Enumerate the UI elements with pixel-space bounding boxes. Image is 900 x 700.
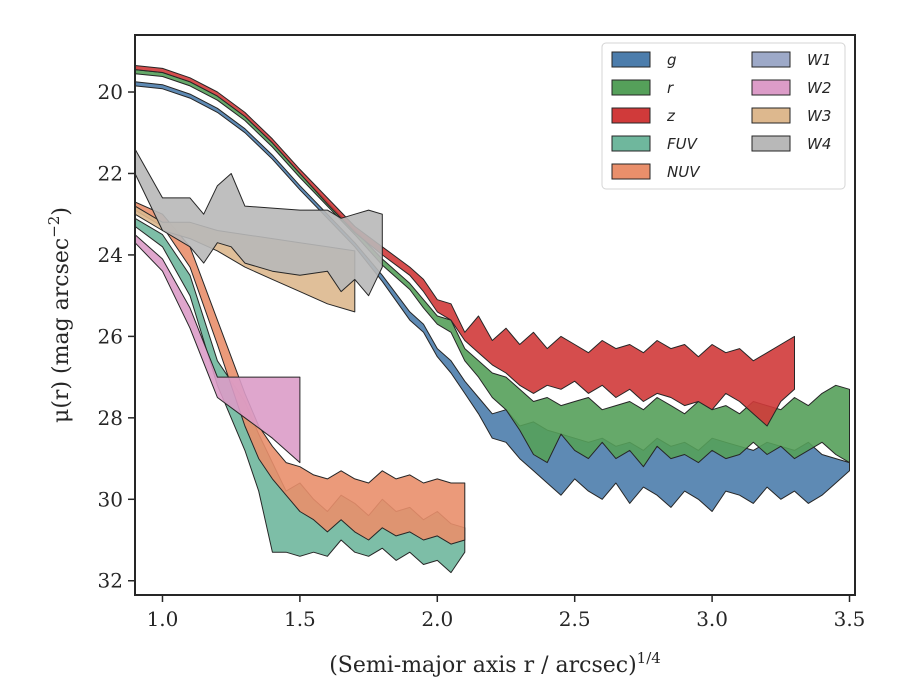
x-tick-label: 1.5 [284, 607, 316, 631]
legend-swatch-g [611, 51, 651, 68]
legend-label-nuv: NUV [667, 163, 701, 181]
legend-label-z: z [666, 107, 676, 125]
legend-label-r: r [667, 79, 674, 97]
x-tick-label: 1.0 [147, 607, 179, 631]
legend-label-fuv: FUV [667, 135, 699, 153]
y-tick-label: 28 [98, 406, 123, 430]
series-bands [134, 65, 850, 574]
legend-swatch-w2 [751, 79, 791, 96]
y-tick-label: 24 [98, 243, 123, 267]
plot-frame [134, 34, 856, 596]
legend-swatch-w1 [751, 51, 791, 68]
legend-swatch-w3 [751, 107, 791, 124]
x-tick-label: 3.5 [834, 607, 866, 631]
x-axis-label: (Semi-major axis r / arcsec)1/4 [329, 649, 661, 678]
band-w4 [134, 148, 383, 297]
y-tick-label: 30 [98, 487, 123, 511]
y-tick-label: 26 [98, 324, 123, 348]
y-tick-label: 20 [98, 80, 123, 104]
legend-label-w2: W2 [807, 79, 831, 97]
y-axis-ticks: 20 22 24 26 28 30 32 [98, 80, 135, 593]
x-tick-label: 2.0 [421, 607, 453, 631]
x-tick-label: 3.0 [696, 607, 728, 631]
x-axis-ticks: 1.0 1.5 2.0 2.5 3.0 3.5 [147, 595, 866, 631]
legend-swatch-fuv [611, 135, 651, 152]
band-nuv [134, 201, 466, 545]
legend-swatch-z [611, 107, 651, 124]
legend-label-w3: W3 [807, 107, 831, 125]
band-r [134, 69, 850, 468]
legend: grz FUV NUV W1 W2 W3 W4 [601, 42, 846, 190]
legend-label-w4: W4 [807, 135, 831, 153]
legend-swatch-w4 [751, 135, 791, 152]
legend-swatch-r [611, 79, 651, 96]
legend-label-w1: W1 [807, 51, 831, 69]
band-g [134, 81, 850, 512]
y-tick-label: 32 [98, 569, 123, 593]
band-z [134, 65, 795, 427]
band-w2 [134, 234, 301, 464]
y-axis-label: μ(r) (mag arcsec−2) [45, 207, 74, 423]
x-tick-label: 2.5 [559, 607, 591, 631]
legend-label-g: g [667, 51, 677, 69]
legend-swatch-nuv [611, 163, 651, 180]
y-tick-label: 22 [98, 161, 123, 185]
